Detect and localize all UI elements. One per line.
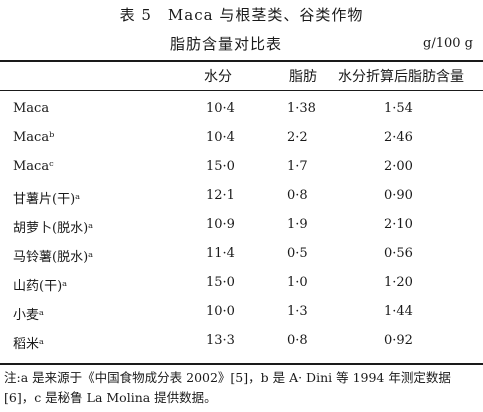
top-rule — [0, 60, 483, 62]
bottom-rule — [0, 363, 483, 365]
row-adjusted: 0·92 — [384, 333, 413, 348]
row-fat: 0·8 — [287, 333, 308, 348]
header-fat: 脂肪 — [289, 69, 317, 85]
row-adjusted: 1·54 — [384, 101, 413, 116]
row-name: Maca — [13, 101, 50, 116]
row-water: 12·1 — [206, 188, 235, 203]
row-adjusted: 1·20 — [384, 275, 413, 290]
row-water: 13·3 — [206, 333, 235, 348]
row-adjusted: 0·56 — [384, 246, 413, 261]
row-adjusted: 2·46 — [384, 130, 413, 145]
row-water: 15·0 — [206, 159, 235, 174]
row-adjusted: 0·90 — [384, 188, 413, 203]
row-adjusted: 2·00 — [384, 159, 413, 174]
table-row: Macaᵇ 10·4 2·2 2·46 — [0, 130, 483, 158]
row-name: 小麦ᵃ — [13, 308, 45, 323]
table-row: 山药(干)ᵃ 15·0 1·0 1·20 — [0, 275, 483, 303]
row-fat: 1·3 — [287, 304, 308, 319]
row-adjusted: 1·44 — [384, 304, 413, 319]
table-row: Maca 10·4 1·38 1·54 — [0, 101, 483, 129]
table-footnote: 注:a 是来源于《中国食物成分表 2002》[5]，b 是 A· Dini 等 … — [4, 370, 451, 405]
row-fat: 1·7 — [287, 159, 308, 174]
header-rule — [0, 90, 483, 91]
table-title: 表 5 Maca 与根茎类、谷类作物 — [119, 6, 364, 24]
row-fat: 0·8 — [287, 188, 308, 203]
row-fat: 0·5 — [287, 246, 308, 261]
row-fat: 1·9 — [287, 217, 308, 232]
row-name: 马铃薯(脱水)ᵃ — [13, 250, 94, 265]
header-water: 水分 — [204, 69, 232, 85]
table-unit: g/100 g — [423, 36, 473, 51]
row-water: 11·4 — [206, 246, 235, 261]
table-subtitle: 脂肪含量对比表 — [170, 35, 283, 53]
row-name: 甘薯片(干)ᵃ — [13, 192, 81, 207]
row-water: 10·0 — [206, 304, 235, 319]
row-fat: 1·0 — [287, 275, 308, 290]
row-fat: 1·38 — [287, 101, 316, 116]
row-adjusted: 2·10 — [384, 217, 413, 232]
row-water: 10·9 — [206, 217, 235, 232]
header-adjusted-fat: 水分折算后脂肪含量 — [338, 69, 464, 85]
row-water: 15·0 — [206, 275, 235, 290]
row-water: 10·4 — [206, 101, 235, 116]
table-row: 甘薯片(干)ᵃ 12·1 0·8 0·90 — [0, 188, 483, 216]
table-row: Macaᶜ 15·0 1·7 2·00 — [0, 159, 483, 187]
row-name: 稻米ᵃ — [13, 337, 45, 352]
table-row: 马铃薯(脱水)ᵃ 11·4 0·5 0·56 — [0, 246, 483, 274]
table-row: 小麦ᵃ 10·0 1·3 1·44 — [0, 304, 483, 332]
row-fat: 2·2 — [287, 130, 308, 145]
row-name: Macaᵇ — [13, 130, 55, 145]
row-name: Macaᶜ — [13, 159, 54, 174]
row-water: 10·4 — [206, 130, 235, 145]
row-name: 胡萝卜(脱水)ᵃ — [13, 221, 94, 236]
table-row: 稻米ᵃ 13·3 0·8 0·92 — [0, 333, 483, 361]
table-row: 胡萝卜(脱水)ᵃ 10·9 1·9 2·10 — [0, 217, 483, 245]
row-name: 山药(干)ᵃ — [13, 279, 68, 294]
